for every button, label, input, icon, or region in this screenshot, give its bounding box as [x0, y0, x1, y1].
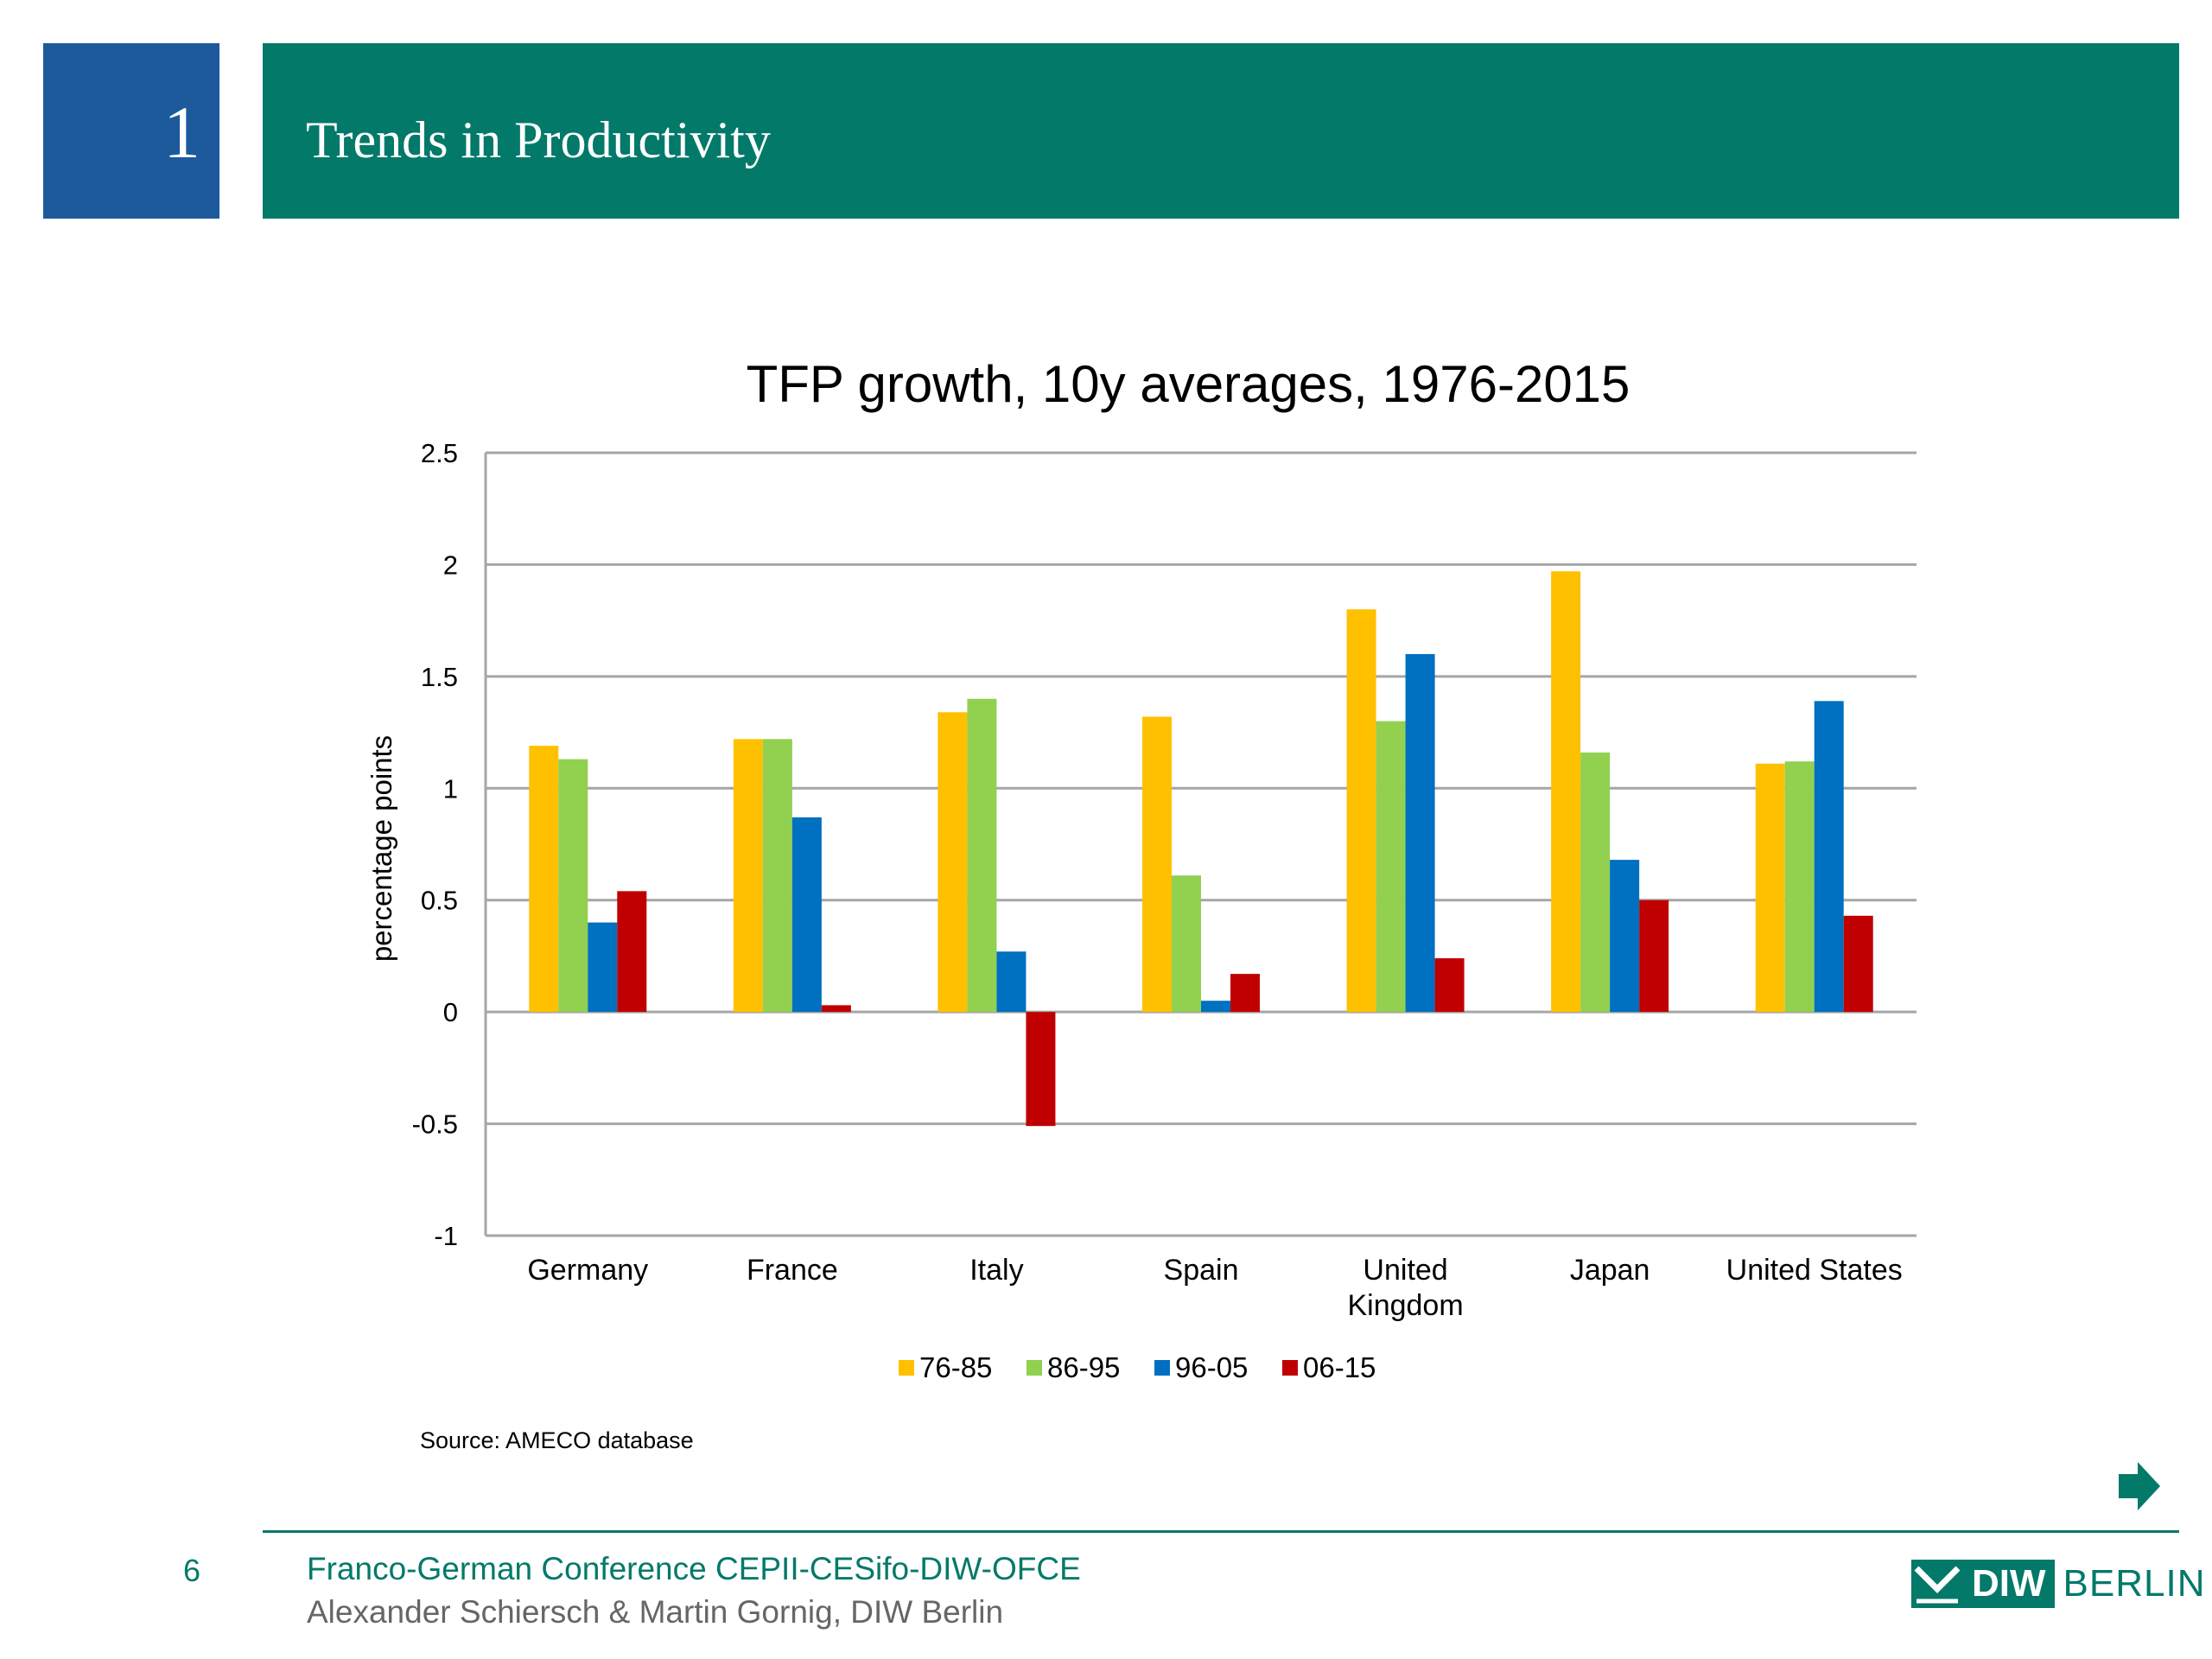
bar-96-05-0 — [588, 922, 618, 1013]
bar-06-15-4 — [1434, 958, 1465, 1013]
y-tick-label: 0 — [443, 997, 458, 1027]
bar-96-05-4 — [1405, 653, 1435, 1013]
bar-76-85-6 — [1755, 763, 1785, 1013]
bar-76-85-3 — [1142, 716, 1172, 1013]
page-title: Trends in Productivity — [306, 111, 771, 168]
page-number: 6 — [183, 1553, 201, 1588]
x-tick-label: Japan — [1570, 1254, 1650, 1287]
logo-text-diw: DIW — [1963, 1560, 2055, 1608]
bar-86-95-2 — [967, 698, 997, 1013]
bar-76-85-4 — [1346, 609, 1376, 1013]
legend-swatch — [1282, 1360, 1298, 1376]
bar-06-15-1 — [821, 1005, 851, 1013]
x-tick-label: Germany — [527, 1254, 648, 1287]
legend-swatch — [1154, 1360, 1170, 1376]
legend-label: 76-85 — [919, 1351, 992, 1383]
bar-86-95-0 — [558, 759, 588, 1013]
bar-76-85-5 — [1551, 571, 1581, 1013]
legend-label: 86-95 — [1047, 1351, 1120, 1383]
footer-conference: Franco-German Conference CEPII-CESifo-DI… — [307, 1551, 1081, 1586]
y-tick-label: 2 — [443, 550, 458, 580]
bar-76-85-2 — [938, 712, 968, 1013]
diw-berlin-logo: DIW BERLIN — [1911, 1560, 2205, 1608]
y-tick-label: 0.5 — [421, 886, 458, 916]
bar-06-15-0 — [617, 891, 647, 1013]
x-tick-label: Spain — [1164, 1254, 1239, 1287]
legend-swatch — [1027, 1360, 1042, 1376]
tfp-bar-chart: TFP growth, 10y averages, 1976-2015 perc… — [365, 355, 1916, 1453]
y-tick-label: -0.5 — [412, 1109, 458, 1140]
bar-06-15-3 — [1230, 974, 1260, 1013]
x-tick-label: United States — [1726, 1254, 1903, 1287]
bar-06-15-6 — [1843, 915, 1873, 1013]
y-tick-label: 1 — [443, 773, 458, 804]
legend: 76-85 86-95 96-05 06-15 — [899, 1351, 1376, 1383]
diw-logo-mark-icon — [1911, 1560, 1963, 1608]
bars — [529, 571, 1873, 1127]
bar-86-95-3 — [1172, 875, 1201, 1013]
legend-label: 06-15 — [1303, 1351, 1376, 1383]
arrow-right-icon[interactable] — [2119, 1460, 2162, 1512]
y-tick-label: -1 — [434, 1221, 458, 1251]
bar-96-05-5 — [1610, 860, 1640, 1013]
bar-86-95-6 — [1784, 761, 1815, 1013]
footer-divider — [263, 1530, 2179, 1533]
x-tick-label: France — [747, 1254, 838, 1287]
footer-authors: Alexander Schiersch & Martin Gornig, DIW… — [307, 1594, 1004, 1630]
header-bar: Trends in Productivity — [263, 43, 2179, 219]
bar-86-95-1 — [762, 739, 792, 1013]
y-axis-label: percentage points — [365, 735, 397, 962]
bar-06-15-5 — [1639, 899, 1669, 1013]
bar-86-95-5 — [1580, 752, 1611, 1013]
legend-label: 96-05 — [1175, 1351, 1248, 1383]
y-tick-label: 2.5 — [421, 438, 458, 468]
source-note: Source: AMECO database — [420, 1427, 694, 1453]
bar-96-05-2 — [996, 951, 1027, 1013]
y-tick-labels: 2.5 2 1.5 1 0.5 0 -0.5 -1 — [412, 438, 458, 1251]
section-number: 1 — [163, 91, 200, 174]
legend-swatch — [899, 1360, 914, 1376]
bar-96-05-1 — [791, 817, 822, 1013]
bar-76-85-1 — [733, 739, 763, 1013]
bar-86-95-4 — [1376, 721, 1406, 1013]
section-number-box: 1 — [43, 43, 219, 219]
chart-title: TFP growth, 10y averages, 1976-2015 — [747, 355, 1630, 413]
bar-96-05-6 — [1814, 701, 1844, 1013]
bar-76-85-0 — [529, 746, 559, 1013]
x-tick-label: Kingdom — [1347, 1289, 1463, 1322]
y-tick-label: 1.5 — [421, 662, 458, 692]
bar-96-05-3 — [1201, 1001, 1230, 1013]
bar-06-15-2 — [1026, 1012, 1056, 1127]
x-tick-label: United — [1363, 1254, 1447, 1287]
grid-lines — [486, 451, 1916, 1237]
x-tick-label: Italy — [969, 1254, 1023, 1287]
logo-text-berlin: BERLIN — [2063, 1562, 2206, 1605]
